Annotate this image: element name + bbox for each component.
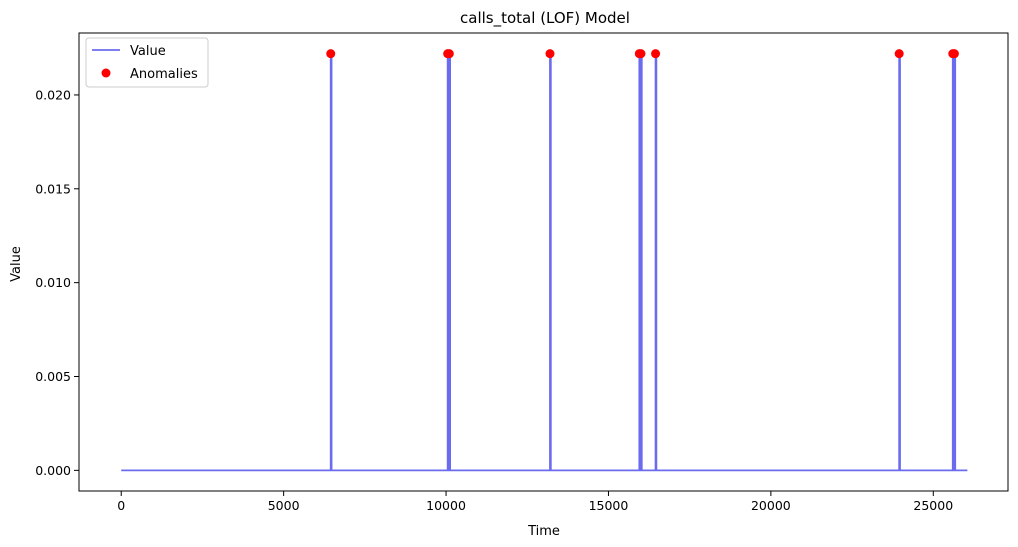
y-tick-label: 0.005	[35, 369, 71, 384]
y-axis: 0.000 0.005 0.010 0.015 0.020	[35, 87, 79, 478]
x-tick-label: 10000	[426, 498, 466, 513]
legend: Value Anomalies	[85, 37, 209, 88]
anomaly-point	[894, 49, 904, 59]
anomaly-point	[949, 49, 959, 59]
anomaly-point	[636, 49, 646, 59]
y-tick-label: 0.015	[35, 181, 71, 196]
x-tick-label: 0	[117, 498, 125, 513]
anomaly-point	[444, 49, 454, 59]
value-series-line	[121, 52, 968, 472]
x-tick-label: 15000	[589, 498, 629, 513]
anomaly-point	[651, 49, 661, 59]
x-tick-label: 25000	[913, 498, 953, 513]
legend-anomalies-label: Anomalies	[130, 67, 198, 82]
legend-anomalies-swatch	[101, 68, 111, 78]
x-axis-label: Time	[527, 524, 560, 539]
x-tick-label: 20000	[751, 498, 791, 513]
y-tick-label: 0.020	[35, 87, 71, 102]
y-tick-label: 0.000	[35, 463, 71, 478]
anomaly-point	[326, 49, 336, 59]
plot-area	[121, 49, 968, 472]
anomaly-point	[545, 49, 555, 59]
x-axis: 0 5000 10000 15000 20000 25000	[117, 491, 953, 513]
x-tick-label: 5000	[268, 498, 300, 513]
y-axis-label: Value	[9, 246, 24, 282]
chart-title: calls_total (LOF) Model	[460, 9, 630, 28]
axes-frame	[78, 32, 1009, 492]
legend-value-label: Value	[130, 44, 166, 59]
y-tick-label: 0.010	[35, 275, 71, 290]
